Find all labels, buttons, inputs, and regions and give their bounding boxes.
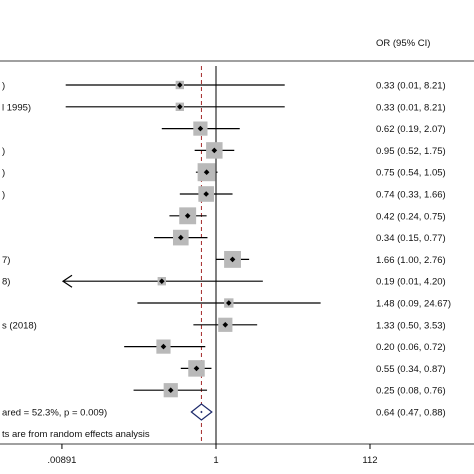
study-label-11: s (2018) <box>2 320 37 331</box>
or-ci-text-3: 0.95 (0.52, 1.75) <box>376 146 446 157</box>
overall-or-ci-text: 0.64 (0.47, 0.88) <box>376 408 446 419</box>
or-ci-text-8: 1.66 (1.00, 2.76) <box>376 255 446 266</box>
or-ci-text-10: 1.48 (0.09, 24.67) <box>376 299 451 310</box>
point-estimate-10 <box>225 300 232 306</box>
overall-point <box>200 410 203 414</box>
point-estimate-3 <box>211 147 218 154</box>
study-label-3: ) <box>2 146 5 157</box>
or-ci-text-9: 0.19 (0.01, 4.20) <box>376 277 446 288</box>
or-ci-text-5: 0.74 (0.33, 1.66) <box>376 190 446 201</box>
study-label-0: ) <box>2 81 5 92</box>
point-estimate-5 <box>203 191 209 197</box>
x-tick-label-1: 1 <box>213 455 218 466</box>
header-or-ci: OR (95% CI) <box>376 38 430 49</box>
overall-label: ared = 52.3%, p = 0.009) <box>2 408 107 419</box>
or-ci-text-7: 0.34 (0.15, 0.77) <box>376 233 446 244</box>
or-ci-text-4: 0.75 (0.54, 1.05) <box>376 168 446 179</box>
x-tick-label-2: 112 <box>362 455 377 466</box>
or-ci-text-6: 0.42 (0.24, 0.75) <box>376 211 446 222</box>
or-ci-text-11: 1.33 (0.50, 3.53) <box>376 320 446 331</box>
or-ci-text-1: 0.33 (0.01, 8.21) <box>376 102 446 113</box>
point-estimate-12 <box>160 343 167 350</box>
or-ci-text-0: 0.33 (0.01, 8.21) <box>376 81 446 92</box>
study-label-4: ) <box>2 168 5 179</box>
point-estimate-7 <box>177 234 184 241</box>
plot-marks: ) 0.33 (0.01, 8.21) l 1995) 0.33 (0.01, 8.2… <box>2 66 451 466</box>
study-label-1: l 1995) <box>2 102 31 113</box>
point-estimate-13 <box>193 365 200 372</box>
study-label-5: ) <box>2 190 5 201</box>
point-estimate-14 <box>167 387 174 393</box>
ci-arrow-9 <box>61 274 73 288</box>
or-ci-text-14: 0.25 (0.08, 0.76) <box>376 386 446 397</box>
point-estimate-4 <box>203 169 210 175</box>
point-estimate-2 <box>197 125 204 132</box>
or-ci-text-12: 0.20 (0.06, 0.72) <box>376 342 446 353</box>
point-estimate-9 <box>158 278 165 284</box>
x-tick-label-0: .00891 <box>47 455 76 466</box>
point-estimate-11 <box>222 322 229 328</box>
point-estimate-0 <box>177 82 183 88</box>
point-estimate-1 <box>177 104 183 110</box>
point-estimate-8 <box>229 256 236 263</box>
point-estimate-6 <box>184 213 191 219</box>
or-ci-text-2: 0.62 (0.19, 2.07) <box>376 124 446 135</box>
study-label-8: 7) <box>2 255 10 266</box>
footnote: ts are from random effects analysis <box>2 429 150 440</box>
study-label-9: 8) <box>2 277 10 288</box>
or-ci-text-13: 0.55 (0.34, 0.87) <box>376 364 446 375</box>
